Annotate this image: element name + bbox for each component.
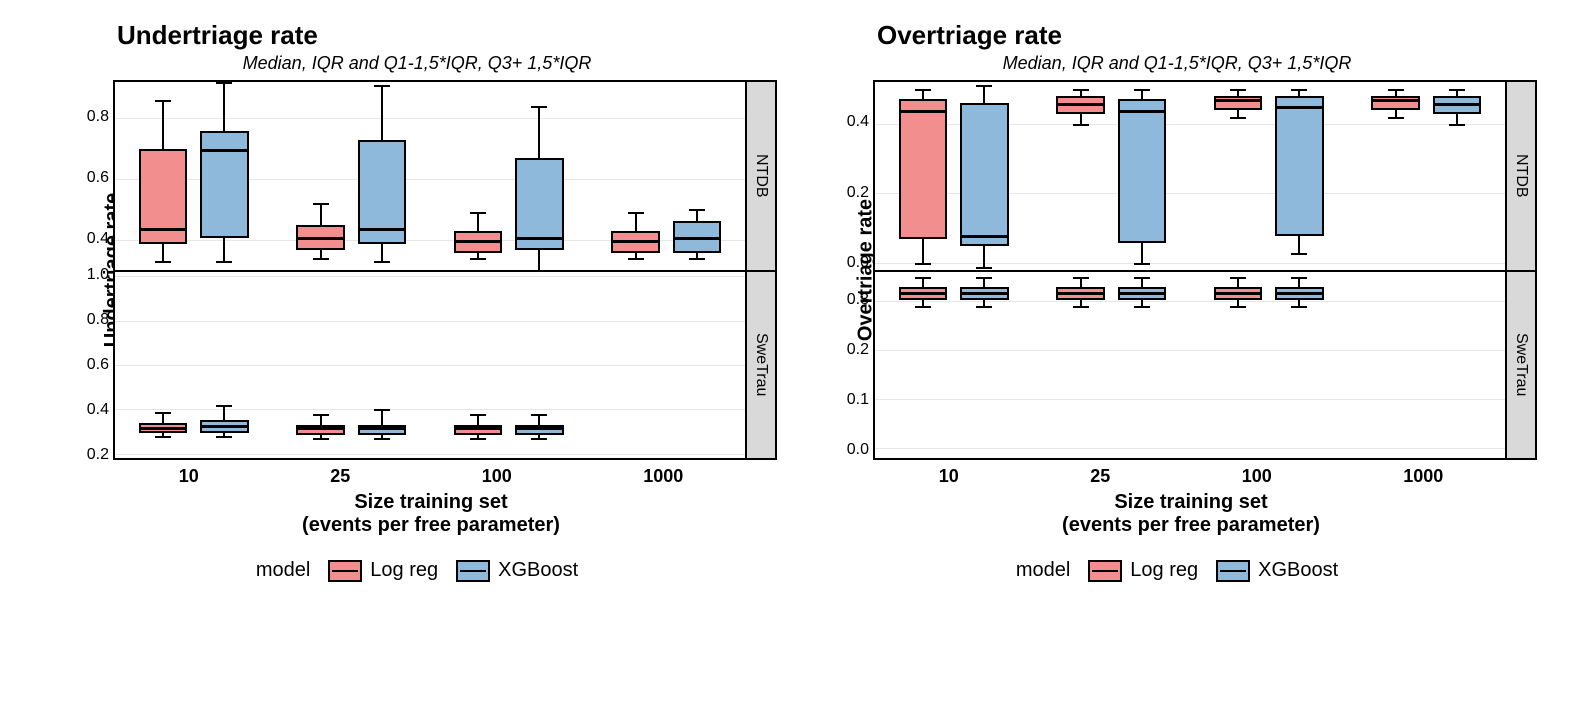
facet-strip: SweTrau xyxy=(747,270,777,460)
y-tick-label: 0.6 xyxy=(87,356,109,374)
y-tick-label: 0.8 xyxy=(87,311,109,329)
facet-strip: NTDB xyxy=(747,80,777,270)
x-axis-label: Size training set(events per free parame… xyxy=(113,491,749,537)
boxplot-xgboost xyxy=(1275,272,1324,458)
boxplot-xgboost xyxy=(515,272,564,458)
x-tick-label: 10 xyxy=(179,466,199,487)
legend-label: Log reg xyxy=(1130,559,1198,582)
boxplot-xgboost xyxy=(1118,272,1167,458)
x-axis-label: Size training set(events per free parame… xyxy=(873,491,1509,537)
legend-title: model xyxy=(1016,559,1070,582)
facet-row: 0.00.20.4NTDB xyxy=(817,80,1537,270)
boxplot-logreg xyxy=(1056,272,1105,458)
legend: model Log reg XGBoost xyxy=(57,559,777,582)
facet-row: 0.20.40.60.81.0SweTrau xyxy=(57,270,777,460)
facet-strip-label: NTDB xyxy=(1512,154,1530,198)
boxplot-logreg xyxy=(454,82,503,270)
y-tick-label: 0.0 xyxy=(847,441,869,459)
y-tick-label: 0.2 xyxy=(87,446,109,464)
boxplot-logreg xyxy=(1214,82,1263,270)
y-tick-label: 0.8 xyxy=(87,108,109,126)
plot-area xyxy=(873,270,1507,460)
y-tick-label: 0.3 xyxy=(847,291,869,309)
x-tick-label: 100 xyxy=(1242,466,1272,487)
facet-strip: SweTrau xyxy=(1507,270,1537,460)
boxplot-logreg xyxy=(296,272,345,458)
facet-row: 0.0 0.1 0.2 0.3 SweTrau xyxy=(817,270,1537,460)
x-tick-label: 25 xyxy=(330,466,350,487)
y-tick-label: 0.4 xyxy=(847,113,869,131)
panel-title: Overtriage rate xyxy=(877,20,1537,51)
legend-swatch-icon xyxy=(1088,560,1122,582)
legend-swatch-icon xyxy=(328,560,362,582)
plot-grid: 0.40.60.8NTDB0.20.40.60.81.0SweTrau xyxy=(57,80,777,460)
boxplot-logreg xyxy=(454,272,503,458)
legend-item: Log reg xyxy=(328,559,438,582)
boxplot-logreg xyxy=(899,272,948,458)
legend-item: XGBoost xyxy=(456,559,578,582)
boxplot-xgboost xyxy=(200,272,249,458)
y-tick-label: 0.6 xyxy=(87,169,109,187)
plot-area xyxy=(873,80,1507,270)
legend-label: XGBoost xyxy=(498,559,578,582)
x-axis: 10 25 100 1000 Size training set(events per … xyxy=(113,460,749,537)
boxplot-xgboost xyxy=(1118,82,1167,270)
legend: model Log reg XGBoost xyxy=(817,559,1537,582)
figure-wrap: Undertriage rateMedian, IQR and Q1-1,5*I… xyxy=(20,20,1574,582)
x-tick-label: 100 xyxy=(482,466,512,487)
legend-title: model xyxy=(256,559,310,582)
facet-strip-label: NTDB xyxy=(752,154,770,198)
legend-item: XGBoost xyxy=(1216,559,1338,582)
plot-grid: 0.0 0.2 0.4 NTDB 0.0 0.1 0.2 0.3 SweTrau xyxy=(817,80,1537,460)
y-tick-label: 0.4 xyxy=(87,401,109,419)
boxplot-logreg xyxy=(611,82,660,270)
boxplot-xgboost xyxy=(960,272,1009,458)
boxplot-xgboost xyxy=(1275,82,1324,270)
y-tick-label: 0.2 xyxy=(847,341,869,359)
plot-area xyxy=(113,80,747,270)
legend-label: XGBoost xyxy=(1258,559,1338,582)
boxplot-logreg xyxy=(1056,82,1105,270)
y-axis: 0.4 0.6 0.8 xyxy=(57,80,113,270)
facet-strip: NTDB xyxy=(1507,80,1537,270)
boxplot-logreg xyxy=(296,82,345,270)
y-axis: 0.00.20.4 xyxy=(817,80,873,270)
boxplot-xgboost xyxy=(960,82,1009,270)
y-tick-label: 0.4 xyxy=(87,230,109,248)
boxplot-xgboost xyxy=(673,82,722,270)
boxplot-logreg xyxy=(1371,82,1420,270)
facet-strip-label: SweTrau xyxy=(1512,333,1530,396)
y-tick-label: 1.0 xyxy=(87,266,109,284)
y-axis: 0.0 0.1 0.2 0.3 xyxy=(817,270,873,460)
chart-panel: Overtriage rateMedian, IQR and Q1-1,5*IQ… xyxy=(817,20,1537,582)
boxplot-xgboost xyxy=(358,272,407,458)
boxplot-xgboost xyxy=(515,82,564,270)
legend-label: Log reg xyxy=(370,559,438,582)
plot-area xyxy=(113,270,747,460)
boxplot-logreg xyxy=(899,82,948,270)
boxplot-logreg xyxy=(139,272,188,458)
x-tick-label: 1000 xyxy=(1403,466,1443,487)
legend-item: Log reg xyxy=(1088,559,1198,582)
boxplot-xgboost xyxy=(1433,82,1482,270)
x-tick-label: 1000 xyxy=(643,466,683,487)
boxplot-logreg xyxy=(1214,272,1263,458)
y-axis: 0.20.40.60.81.0 xyxy=(57,270,113,460)
panel-subtitle: Median, IQR and Q1-1,5*IQR, Q3+ 1,5*IQR xyxy=(817,53,1537,74)
panel-subtitle: Median, IQR and Q1-1,5*IQR, Q3+ 1,5*IQR xyxy=(57,53,777,74)
y-tick-label: 0.2 xyxy=(847,184,869,202)
legend-swatch-icon xyxy=(1216,560,1250,582)
legend-swatch-icon xyxy=(456,560,490,582)
chart-panel: Undertriage rateMedian, IQR and Q1-1,5*I… xyxy=(57,20,777,582)
y-tick-label: 0.1 xyxy=(847,391,869,409)
facet-row: 0.4 0.6 0.8 NTDB xyxy=(57,80,777,270)
x-tick-label: 25 xyxy=(1090,466,1110,487)
x-axis: 10 25 100 1000 Size training set(events per … xyxy=(873,460,1509,537)
boxplot-xgboost xyxy=(200,82,249,270)
panel-title: Undertriage rate xyxy=(117,20,777,51)
facet-strip-label: SweTrau xyxy=(752,333,770,396)
boxplot-xgboost xyxy=(358,82,407,270)
x-tick-label: 10 xyxy=(939,466,959,487)
boxplot-logreg xyxy=(139,82,188,270)
